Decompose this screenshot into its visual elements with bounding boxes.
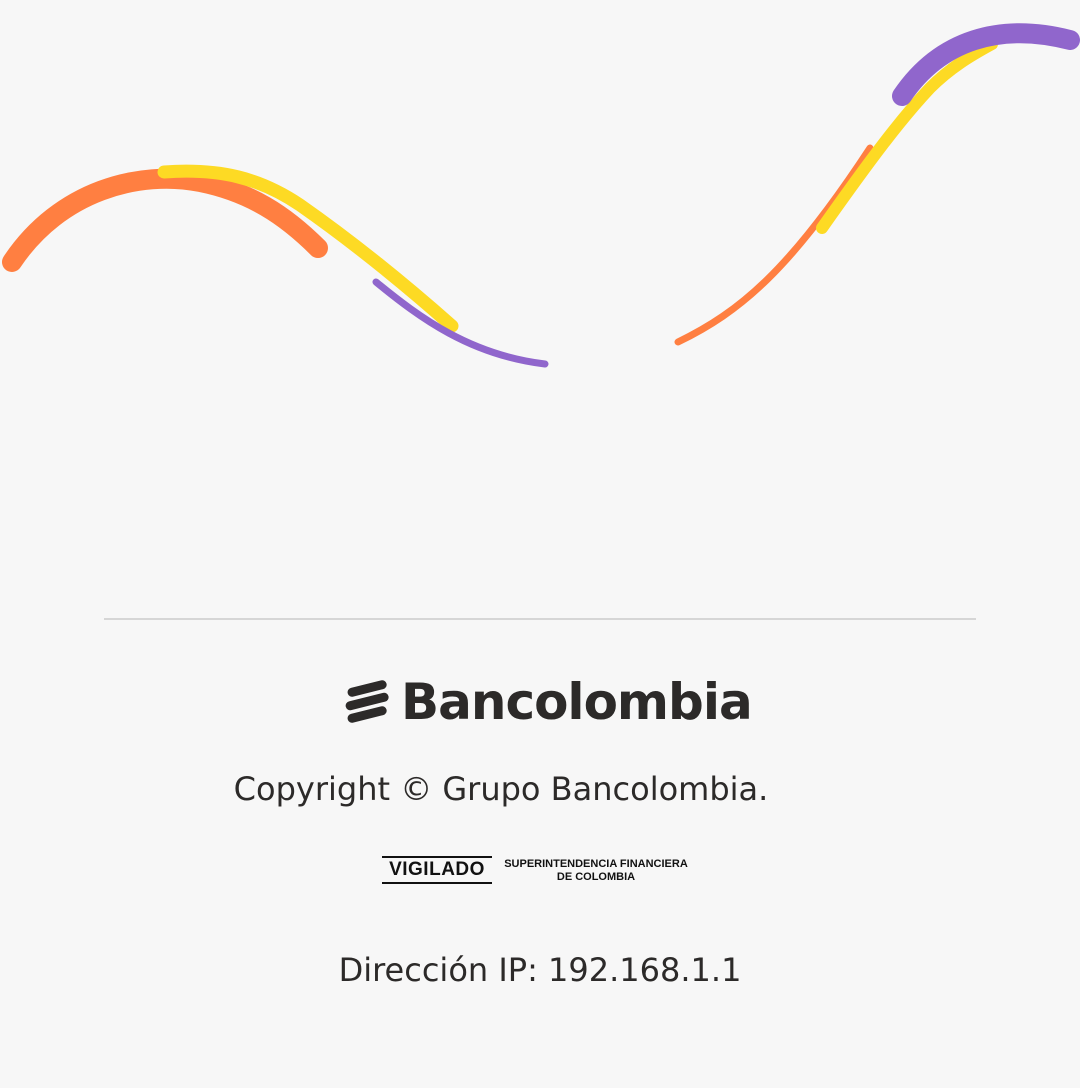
brand-logo[interactable]: Bancolombia xyxy=(341,672,753,732)
vigilado-authority: SUPERINTENDENCIA FINANCIERA DE COLOMBIA xyxy=(496,858,696,884)
decor-yellow-line-right xyxy=(816,38,998,234)
decor-orange-line-right xyxy=(674,144,874,346)
decor-purple-line-left xyxy=(372,278,549,368)
decor-yellow-line-left xyxy=(157,164,459,333)
footer-divider xyxy=(104,618,976,620)
brand-name: Bancolombia xyxy=(401,673,753,731)
vigilado-authority-line2: DE COLOMBIA xyxy=(556,871,636,883)
bancolombia-logo-icon xyxy=(345,680,389,723)
vigilado-label: VIGILADO xyxy=(382,856,492,884)
vigilado-authority-line1: SUPERINTENDENCIA FINANCIERA xyxy=(504,858,688,870)
vigilado-badge: VIGILADO SUPERINTENDENCIA FINANCIERA DE … xyxy=(380,852,710,890)
copyright-text: Copyright © Grupo Bancolombia. xyxy=(233,770,769,808)
decor-orange-line-left xyxy=(2,168,328,272)
decor-purple-line-right xyxy=(892,23,1080,106)
ip-address-text: Dirección IP: 192.168.1.1 xyxy=(338,951,742,989)
wavy-lines-decoration xyxy=(2,23,1080,368)
